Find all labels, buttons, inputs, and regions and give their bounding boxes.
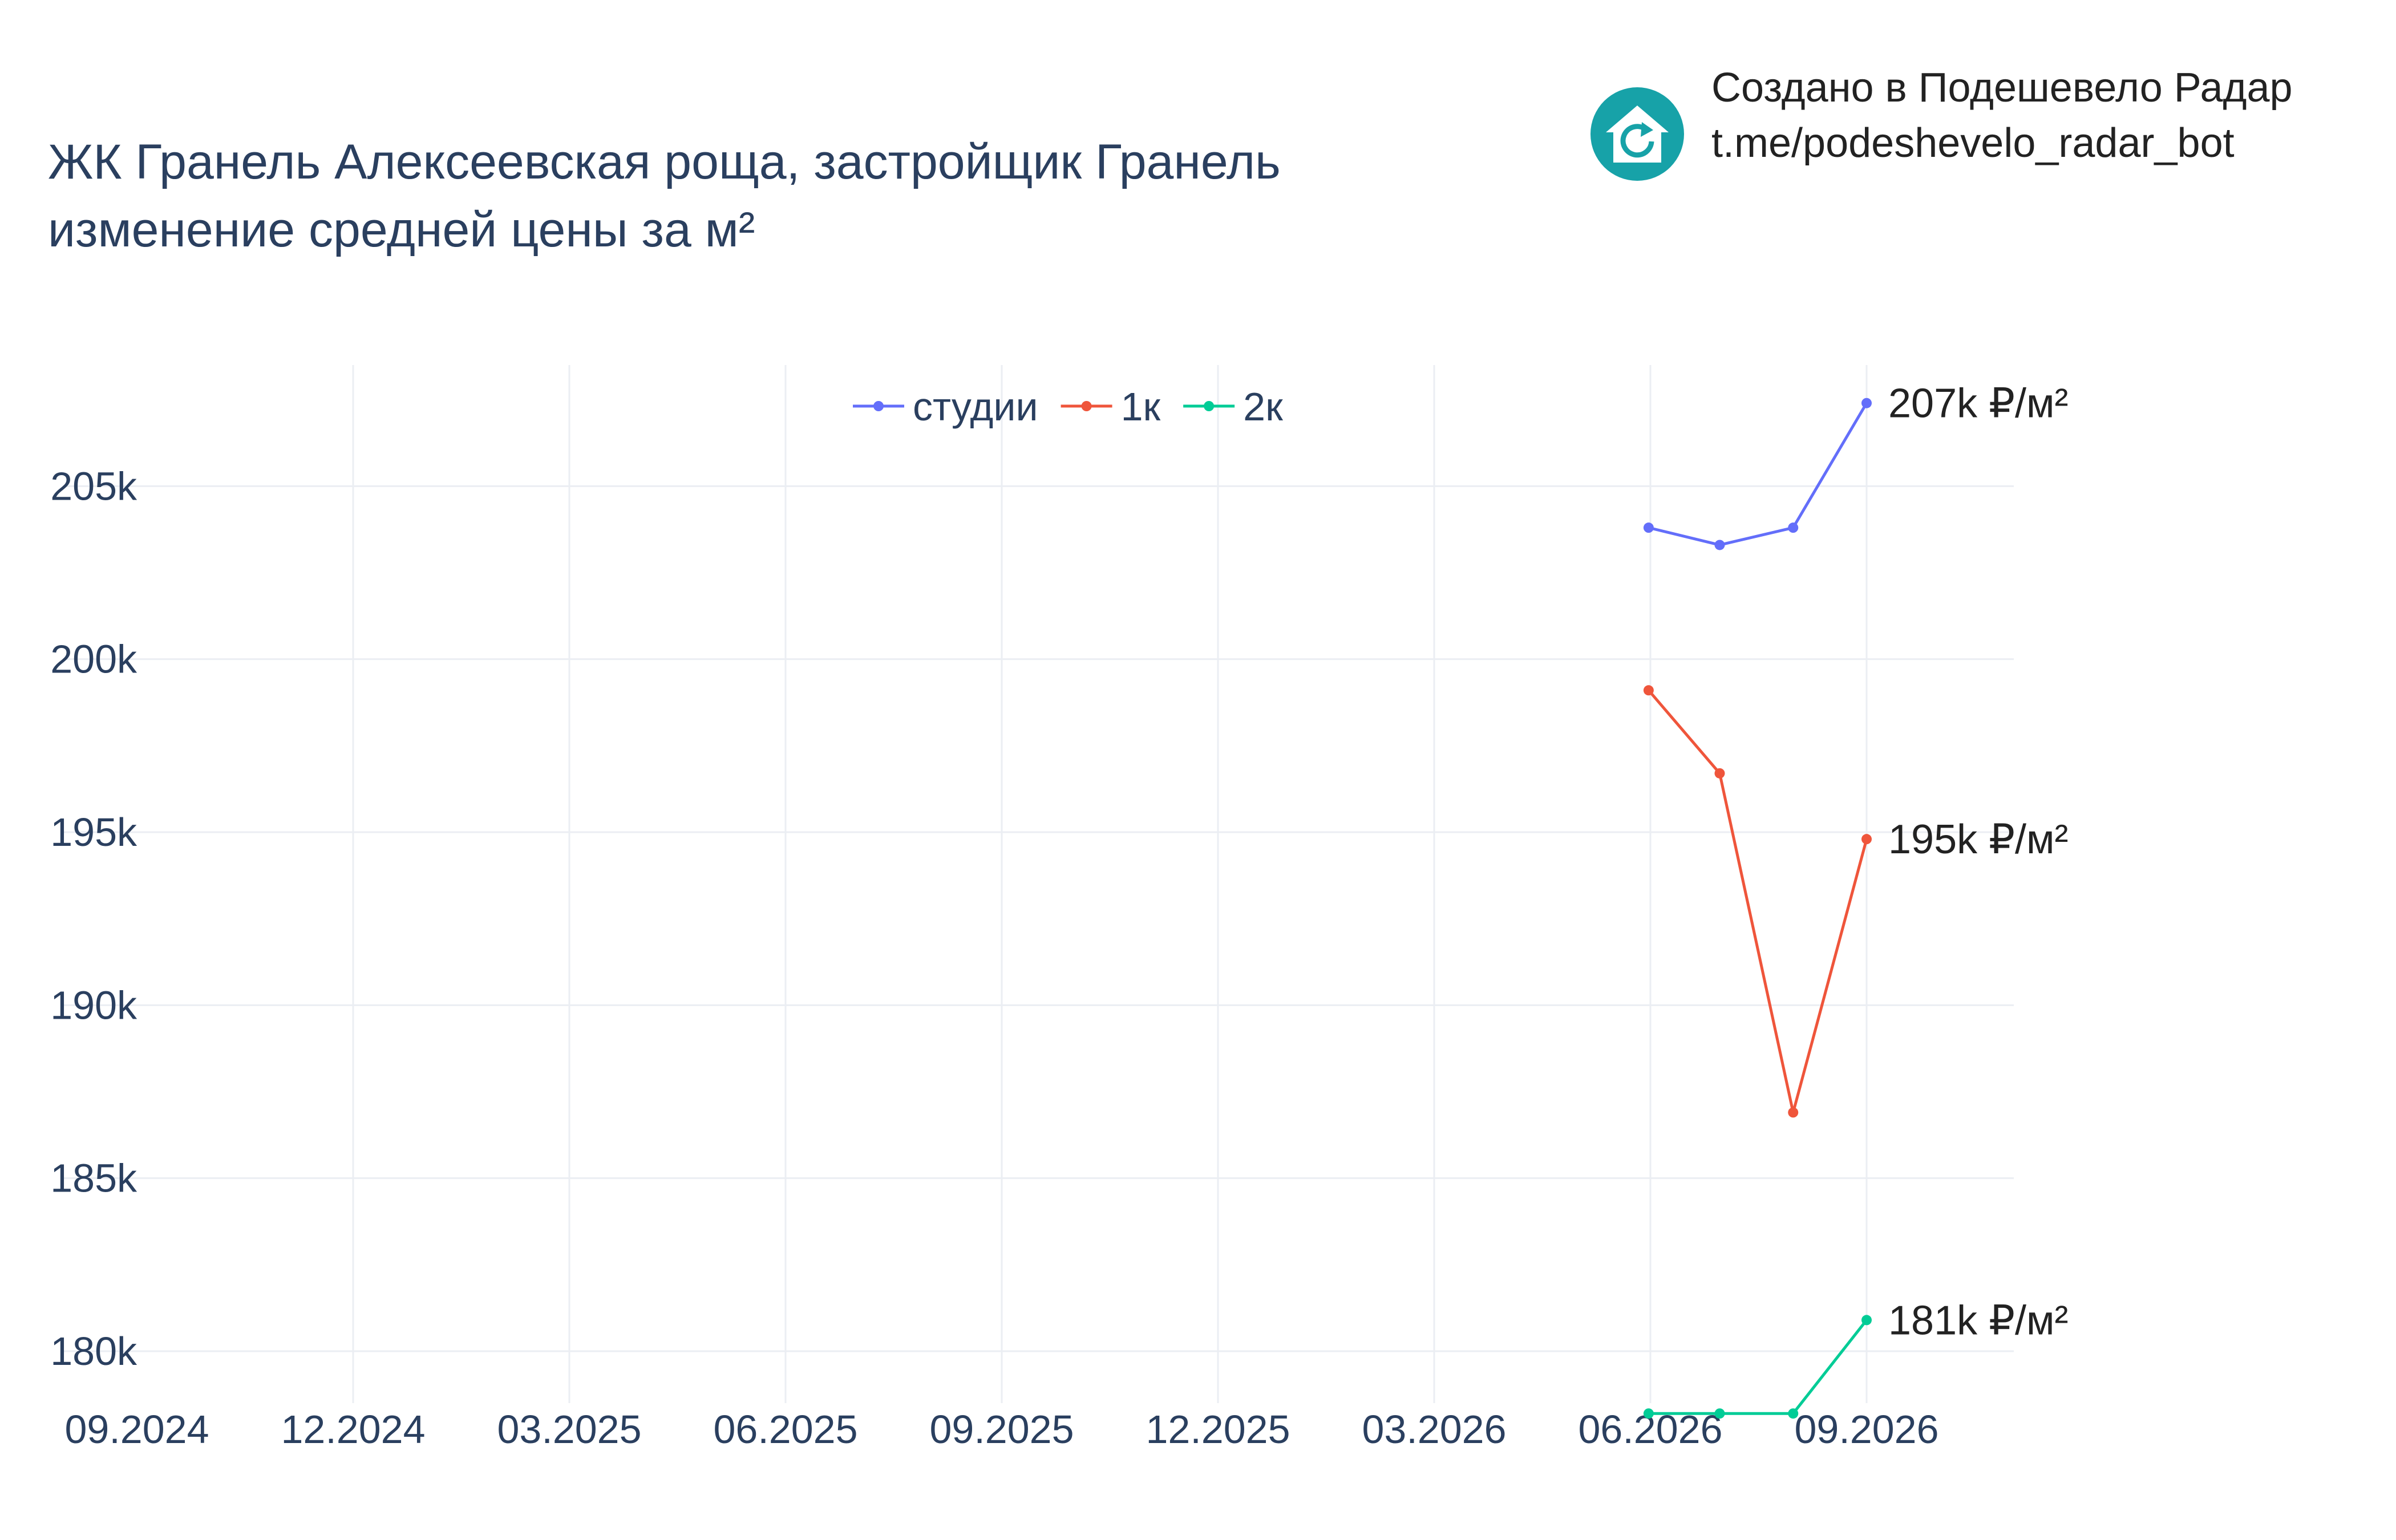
x-tick-label: 09.2025 — [929, 1407, 1074, 1452]
credit-line2[interactable]: t.me/podeshevelo_radar_bot — [1711, 120, 2235, 166]
legend-swatch-marker — [1204, 401, 1215, 411]
data-point[interactable] — [1714, 540, 1725, 550]
legend-item[interactable]: 1к — [1061, 384, 1161, 429]
x-axis-ticks: 09.2024 12.2024 03.2025 06.2025 09.2025 12.20… — [64, 1407, 1938, 1452]
data-point[interactable] — [1788, 1107, 1799, 1118]
house-icon — [1606, 106, 1669, 163]
data-point[interactable] — [1861, 398, 1872, 408]
data-point[interactable] — [1714, 1408, 1725, 1419]
series-end-label: 181k ₽/м² — [1888, 1298, 2068, 1343]
x-tick-label: 12.2025 — [1146, 1407, 1290, 1452]
credit-line1: Создано в Подешевело Радар — [1711, 65, 2293, 111]
arrow-head-icon — [1641, 122, 1653, 137]
x-tick-label: 03.2026 — [1362, 1407, 1506, 1452]
y-tick-label: 195k — [50, 810, 137, 854]
x-tick-label: 03.2025 — [497, 1407, 641, 1452]
data-point[interactable] — [1643, 522, 1654, 533]
y-tick-label: 200k — [50, 637, 137, 682]
legend-swatch-marker — [873, 401, 884, 411]
y-axis-ticks: 180k 185k 190k 195k 200k 205k — [50, 464, 137, 1373]
series-line — [1648, 402, 1868, 546]
legend-label: 2к — [1243, 384, 1283, 429]
y-tick-label: 180k — [50, 1329, 137, 1373]
series-layer — [1643, 398, 1872, 1419]
x-tick-label: 06.2025 — [713, 1407, 857, 1452]
chart-title-line2: изменение средней цены за м² — [48, 202, 755, 257]
data-point[interactable] — [1643, 1408, 1654, 1419]
series-line — [1648, 1319, 1868, 1415]
end-labels: 207k ₽/м² 195k ₽/м² 181k ₽/м² — [1888, 381, 2068, 1344]
x-tick-label: 12.2024 — [281, 1407, 425, 1452]
x-tick-label: 09.2026 — [1794, 1407, 1938, 1452]
x-gridlines — [352, 365, 1868, 1403]
data-point[interactable] — [1861, 834, 1872, 845]
y-tick-label: 190k — [50, 983, 137, 1027]
legend-label: студии — [913, 384, 1038, 429]
y-tick-label: 205k — [50, 464, 137, 508]
legend-swatch-marker — [1081, 401, 1092, 411]
refresh-arrow-icon — [1620, 124, 1654, 158]
y-tick-label: 185k — [50, 1156, 137, 1201]
chart-title-line1: ЖК Гранель Алексеевская роща, застройщик… — [48, 135, 1281, 189]
logo-icon — [1590, 87, 1684, 181]
legend[interactable]: студии 1к 2к — [853, 384, 1283, 429]
series-end-label: 207k ₽/м² — [1888, 381, 2068, 427]
data-point[interactable] — [1714, 768, 1725, 779]
data-point[interactable] — [1788, 522, 1799, 533]
data-point[interactable] — [1643, 685, 1654, 696]
y-gridlines — [63, 485, 2014, 1352]
data-point[interactable] — [1861, 1315, 1872, 1326]
series-line — [1647, 689, 1868, 1114]
data-point[interactable] — [1788, 1408, 1799, 1419]
legend-item[interactable]: 2к — [1183, 384, 1283, 429]
series-end-label: 195k ₽/м² — [1888, 817, 2068, 862]
legend-label: 1к — [1121, 384, 1161, 429]
x-tick-label: 09.2024 — [64, 1407, 209, 1452]
legend-item[interactable]: студии — [853, 384, 1038, 429]
